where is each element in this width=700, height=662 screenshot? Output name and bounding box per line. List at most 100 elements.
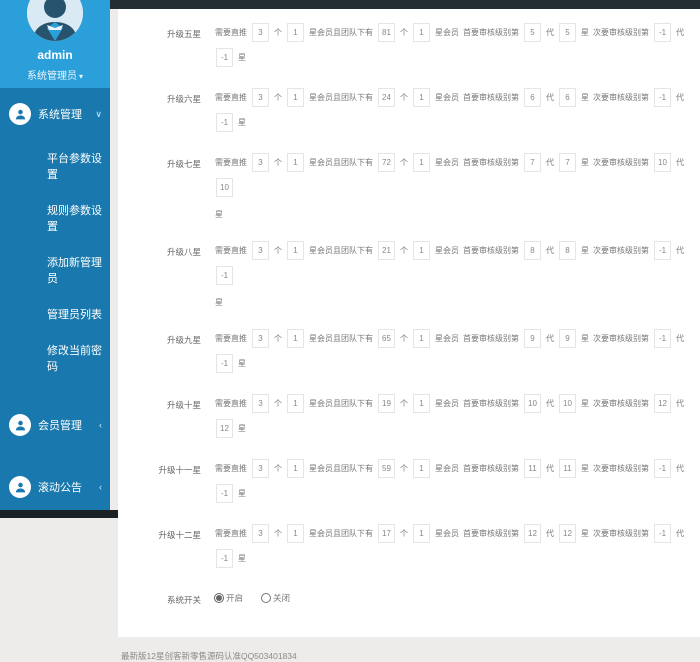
sidebar-subitem-add-admin[interactable]: 添加新管理员 — [47, 257, 102, 285]
input-primary-audit-generation[interactable] — [524, 329, 541, 348]
input-secondary-audit-star[interactable] — [216, 419, 233, 438]
input-direct-count[interactable] — [252, 329, 269, 348]
person-icon — [15, 109, 25, 119]
sidebar-subitem-change-password[interactable]: 修改当前密码 — [47, 345, 102, 373]
input-direct-star-level[interactable] — [287, 524, 304, 543]
input-direct-star-level[interactable] — [287, 459, 304, 478]
input-team-count[interactable] — [378, 524, 395, 543]
sidebar-item-member-management[interactable]: 会员管理 ‹ — [0, 394, 110, 456]
sidebar-subitem-rule-params[interactable]: 规则参数设置 — [47, 205, 102, 233]
input-primary-audit-generation[interactable] — [524, 88, 541, 107]
sidebar-item-system-management[interactable]: 系统管理 ∨ — [0, 90, 110, 138]
input-direct-star-level[interactable] — [287, 241, 304, 260]
input-secondary-audit-star[interactable] — [216, 266, 233, 285]
radio-on-label: 开启 — [226, 592, 244, 603]
input-secondary-audit-generation[interactable] — [654, 88, 671, 107]
input-primary-audit-star[interactable] — [559, 88, 576, 107]
input-direct-count[interactable] — [252, 153, 269, 172]
input-team-count[interactable] — [378, 329, 395, 348]
input-team-count[interactable] — [378, 394, 395, 413]
input-primary-audit-generation[interactable] — [524, 524, 541, 543]
input-team-star-level[interactable] — [413, 394, 430, 413]
switch-option-off[interactable]: 关闭 — [261, 592, 290, 604]
input-direct-count[interactable] — [252, 394, 269, 413]
input-secondary-audit-star[interactable] — [216, 354, 233, 373]
input-direct-count[interactable] — [252, 88, 269, 107]
input-team-count[interactable] — [378, 459, 395, 478]
input-secondary-audit-star[interactable] — [216, 549, 233, 568]
input-primary-audit-star[interactable] — [559, 241, 576, 260]
input-primary-audit-star[interactable] — [559, 153, 576, 172]
input-team-star-level[interactable] — [413, 23, 430, 42]
input-direct-star-level[interactable] — [287, 88, 304, 107]
input-team-star-level[interactable] — [413, 459, 430, 478]
field-text: 次要审核级别第 — [593, 28, 649, 37]
input-direct-count[interactable] — [252, 459, 269, 478]
sidebar-item-scrolling-announcement[interactable]: 滚动公告 ‹ — [0, 456, 110, 518]
input-primary-audit-star[interactable] — [559, 524, 576, 543]
sidebar-subitem-admin-list[interactable]: 管理员列表 — [47, 309, 102, 321]
input-team-star-level[interactable] — [413, 88, 430, 107]
field-text: 星 — [581, 464, 589, 473]
main-content: 升级五星需要直推个星会员且团队下有个星会员首要审核级别第代星次要审核级别第代星升… — [118, 9, 700, 662]
field-text: 个 — [274, 246, 282, 255]
input-secondary-audit-generation[interactable] — [654, 459, 671, 478]
input-secondary-audit-star[interactable] — [216, 113, 233, 132]
input-direct-star-level[interactable] — [287, 23, 304, 42]
field-text: 个 — [400, 334, 408, 343]
input-team-star-level[interactable] — [413, 241, 430, 260]
field-text: 个 — [274, 158, 282, 167]
upgrade-row: 升级六星需要直推个星会员且团队下有个星会员首要审核级别第代星次要审核级别第代星 — [118, 88, 696, 132]
input-secondary-audit-generation[interactable] — [654, 241, 671, 260]
input-primary-audit-generation[interactable] — [524, 23, 541, 42]
input-primary-audit-star[interactable] — [559, 23, 576, 42]
input-direct-count[interactable] — [252, 524, 269, 543]
row-label: 升级六星 — [166, 94, 201, 104]
input-secondary-audit-generation[interactable] — [654, 329, 671, 348]
upgrade-row: 升级五星需要直推个星会员且团队下有个星会员首要审核级别第代星次要审核级别第代星 — [118, 23, 696, 67]
field-text: 个 — [400, 464, 408, 473]
input-team-count[interactable] — [378, 23, 395, 42]
input-team-star-level[interactable] — [413, 524, 430, 543]
footer-text: 最新版12星创客新零售源码认准QQ503401834 — [121, 651, 297, 661]
input-primary-audit-generation[interactable] — [524, 241, 541, 260]
input-primary-audit-generation[interactable] — [524, 394, 541, 413]
input-secondary-audit-star[interactable] — [216, 48, 233, 67]
input-secondary-audit-star[interactable] — [216, 178, 233, 197]
switch-option-on[interactable]: 开启 — [214, 592, 243, 604]
input-team-count[interactable] — [378, 153, 395, 172]
user-role-dropdown[interactable]: 系统管理员 ▾ — [0, 67, 110, 82]
input-primary-audit-generation[interactable] — [524, 153, 541, 172]
field-text: 首要审核级别第 — [463, 158, 519, 167]
field-text: 星 — [238, 359, 246, 368]
input-direct-count[interactable] — [252, 23, 269, 42]
field-text: 代 — [546, 246, 554, 255]
row-label: 升级七星 — [166, 159, 201, 169]
input-team-count[interactable] — [378, 241, 395, 260]
field-text: 代 — [546, 334, 554, 343]
input-team-star-level[interactable] — [413, 329, 430, 348]
input-direct-count[interactable] — [252, 241, 269, 260]
input-secondary-audit-generation[interactable] — [654, 524, 671, 543]
input-direct-star-level[interactable] — [287, 329, 304, 348]
input-primary-audit-star[interactable] — [559, 394, 576, 413]
row-label: 升级八星 — [166, 247, 201, 257]
field-text: 首要审核级别第 — [463, 246, 519, 255]
input-direct-star-level[interactable] — [287, 153, 304, 172]
input-secondary-audit-star[interactable] — [216, 484, 233, 503]
input-primary-audit-generation[interactable] — [524, 459, 541, 478]
input-secondary-audit-generation[interactable] — [654, 23, 671, 42]
input-secondary-audit-generation[interactable] — [654, 394, 671, 413]
input-team-star-level[interactable] — [413, 153, 430, 172]
input-direct-star-level[interactable] — [287, 394, 304, 413]
input-team-count[interactable] — [378, 88, 395, 107]
field-text: 星会员 — [435, 529, 459, 538]
input-primary-audit-star[interactable] — [559, 459, 576, 478]
field-text: 星会员 — [435, 93, 459, 102]
radio-on[interactable] — [214, 592, 224, 603]
sidebar-subitem-platform-params[interactable]: 平台参数设置 — [47, 153, 102, 181]
field-text: 个 — [400, 28, 408, 37]
input-primary-audit-star[interactable] — [559, 329, 576, 348]
radio-off[interactable] — [261, 592, 272, 603]
input-secondary-audit-generation[interactable] — [654, 153, 671, 172]
